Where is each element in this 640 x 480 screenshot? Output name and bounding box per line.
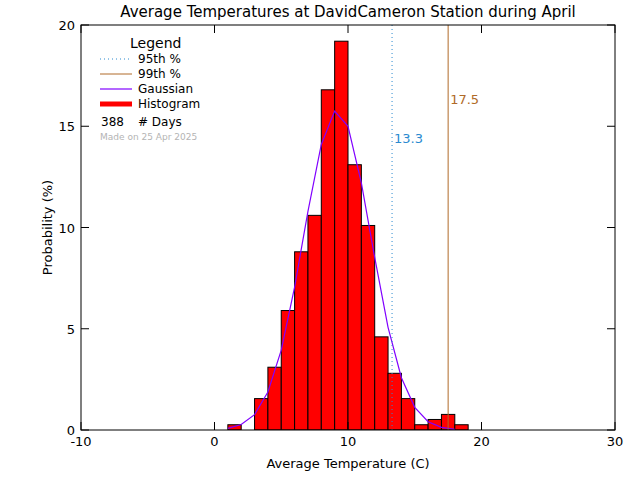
y-tick-label: 10 bbox=[58, 221, 75, 236]
legend-label: 99th % bbox=[138, 67, 181, 81]
y-tick bbox=[607, 430, 615, 431]
y-tick-label: 0 bbox=[67, 423, 75, 438]
x-tick bbox=[214, 422, 215, 430]
plot-area bbox=[228, 25, 468, 430]
x-tick bbox=[615, 422, 616, 430]
percentile-line bbox=[448, 25, 449, 430]
y-tick bbox=[607, 328, 615, 329]
x-tick-label: 10 bbox=[340, 434, 357, 449]
x-tick bbox=[348, 422, 349, 430]
background bbox=[0, 0, 640, 480]
x-tick bbox=[214, 25, 215, 33]
days-label: # Days bbox=[138, 115, 182, 129]
x-tick-label: 30 bbox=[607, 434, 624, 449]
histogram-bar bbox=[308, 215, 321, 430]
y-tick bbox=[607, 227, 615, 228]
x-tick bbox=[615, 25, 616, 33]
title: Average Temperatures at DavidCameron Sta… bbox=[120, 3, 575, 21]
legend-label: Gaussian bbox=[138, 82, 193, 96]
x-axis-label: Average Temperature (C) bbox=[266, 456, 429, 471]
y-tick bbox=[81, 25, 89, 26]
y-tick bbox=[81, 126, 89, 127]
y-tick bbox=[607, 126, 615, 127]
histogram-bar bbox=[361, 225, 374, 430]
legend-swatch bbox=[100, 88, 132, 89]
x-tick bbox=[481, 25, 482, 33]
chart: 13.317.5-10010203005101520Average Temper… bbox=[0, 0, 640, 480]
y-tick bbox=[81, 430, 89, 431]
x-tick bbox=[81, 25, 82, 33]
plot-frame bbox=[81, 25, 615, 430]
legend-swatch bbox=[100, 102, 132, 107]
x-tick bbox=[481, 422, 482, 430]
histogram-bar bbox=[348, 165, 361, 430]
gaussian-line bbox=[228, 111, 455, 429]
y-tick bbox=[81, 227, 89, 228]
histogram-bar bbox=[335, 41, 348, 430]
histogram-bar bbox=[455, 425, 468, 430]
legend-label: Histogram bbox=[138, 97, 200, 111]
y-tick bbox=[607, 25, 615, 26]
legend-swatch bbox=[100, 59, 132, 60]
legend: Legend95th %99th %GaussianHistogram 388 # … bbox=[100, 35, 200, 142]
y-tick bbox=[81, 328, 89, 329]
histogram-bar bbox=[388, 373, 401, 430]
legend-swatch bbox=[100, 74, 132, 75]
percentile-line bbox=[392, 25, 393, 430]
percentile-label: 17.5 bbox=[450, 92, 479, 107]
y-tick-label: 15 bbox=[58, 119, 75, 134]
legend-label: 95th % bbox=[138, 52, 181, 66]
y-axis-label: Probability (%) bbox=[40, 180, 55, 275]
histogram-bar bbox=[415, 425, 428, 430]
x-tick-label: 0 bbox=[210, 434, 218, 449]
x-tick-label: 20 bbox=[473, 434, 490, 449]
histogram-bar bbox=[268, 367, 281, 430]
legend-title: Legend bbox=[130, 35, 181, 51]
histogram-bar bbox=[375, 337, 388, 430]
histogram-bar bbox=[281, 311, 294, 430]
x-tick bbox=[81, 422, 82, 430]
y-tick-label: 20 bbox=[58, 18, 75, 33]
days-count: 388 bbox=[101, 115, 124, 129]
made-on: Made on 25 Apr 2025 bbox=[100, 132, 197, 142]
percentile-label: 13.3 bbox=[394, 131, 423, 146]
y-tick-label: 5 bbox=[67, 322, 75, 337]
x-tick bbox=[348, 25, 349, 33]
